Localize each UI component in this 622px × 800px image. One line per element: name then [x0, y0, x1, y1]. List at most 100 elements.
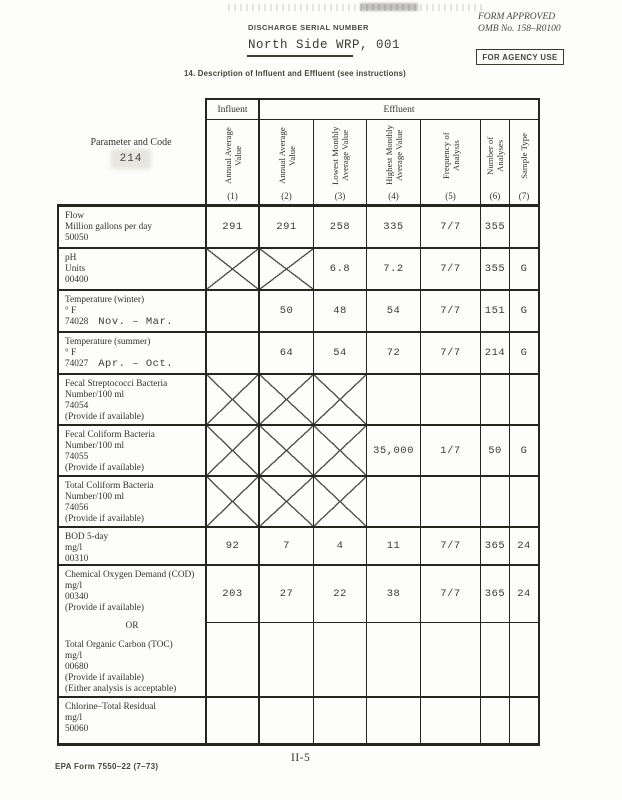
value-cell: G [510, 426, 540, 477]
value-cell: 6.8 [314, 249, 367, 291]
column-header-4: Highest Monthly Average Value (4) [367, 120, 421, 207]
rotated-label-wrap: Sample Type [519, 120, 529, 191]
param-name: Total Organic Carbon (TOC) [65, 640, 173, 650]
value-cell [421, 375, 481, 426]
value-cell [207, 623, 260, 698]
value-cell: 35,000 [367, 426, 421, 477]
param-code: 74055 [65, 452, 89, 462]
rotated-label-wrap: Annual Average Value [277, 120, 297, 191]
crossed-out-cell [260, 426, 314, 477]
value-cell [314, 698, 367, 746]
column-header-label: Number of Analyses [485, 136, 505, 175]
form-approved-note: FORM APPROVED OMB No. 158–R0100 [478, 12, 561, 35]
column-header-label: Annual Average Value [276, 127, 297, 184]
value-cell: 258 [314, 207, 367, 249]
section-title: 14. Description of Influent and Effluent… [184, 69, 406, 78]
crossed-out-cell [260, 249, 314, 291]
param-name: pH [65, 253, 77, 263]
param-cell-total-coliform: Total Coliform Bacteria Number/100 ml 74… [57, 477, 207, 528]
crossed-out-cell [207, 375, 260, 426]
value-cell: 7/7 [421, 291, 481, 333]
value-cell [510, 623, 540, 698]
param-cell-temp-summer: Temperature (summer) ° F 74027 Apr. – Oc… [57, 333, 207, 375]
value-cell: 291 [260, 207, 314, 249]
value-cell [421, 623, 481, 698]
param-name: Chemical Oxygen Demand (COD) [65, 570, 195, 580]
rotated-label-wrap: Annual Average Value [223, 120, 243, 191]
value-cell: G [510, 333, 540, 375]
column-header-label: Annual Average Value [222, 127, 243, 184]
column-header-6: Number of Analyses (6) [481, 120, 510, 207]
column-header-5: Frequency of Analysis (5) [421, 120, 481, 207]
value-cell: 355 [481, 249, 510, 291]
value-cell: 7/7 [421, 207, 481, 249]
crossed-out-cell [207, 249, 260, 291]
discharge-serial-label: DISCHARGE SERIAL NUMBER [248, 23, 369, 32]
crossed-out-cell [314, 426, 367, 477]
value-cell [510, 698, 540, 746]
column-header-7: Sample Type (7) [510, 120, 540, 207]
value-cell [207, 333, 260, 375]
rotated-label-wrap: Frequency of Analysis [441, 120, 461, 191]
param-note: (Either analysis is acceptable) [65, 684, 177, 694]
param-code: 50060 [65, 724, 89, 734]
param-cell-fecal-coliform: Fecal Coliform Bacteria Number/100 ml 74… [57, 426, 207, 477]
value-cell [481, 623, 510, 698]
value-cell [510, 207, 540, 249]
underline [247, 55, 353, 57]
value-cell: 38 [367, 566, 421, 623]
typed-annotation: Apr. – Oct. [98, 358, 174, 370]
value-cell: 7/7 [421, 528, 481, 566]
value-cell: 335 [367, 207, 421, 249]
influent-group-header: Influent [207, 98, 260, 120]
value-cell: 54 [314, 333, 367, 375]
value-cell [421, 477, 481, 528]
value-cell: 92 [207, 528, 260, 566]
value-cell [367, 375, 421, 426]
rotated-label-wrap: Lowest Monthly Average Value [330, 120, 350, 191]
param-code: 74027 [65, 359, 89, 369]
rotated-label-wrap: Highest Monthly Average Value [384, 120, 404, 191]
param-code: 00310 [65, 554, 89, 564]
value-cell: 355 [481, 207, 510, 249]
value-cell: 22 [314, 566, 367, 623]
param-unit: Million gallons per day [65, 222, 153, 232]
param-name: Temperature (winter) [65, 295, 145, 305]
param-unit: Number/100 ml [65, 441, 125, 451]
scan-artifact [228, 4, 483, 11]
for-agency-use-box: FOR AGENCY USE [476, 49, 564, 65]
column-number: (2) [281, 191, 292, 201]
value-cell [207, 291, 260, 333]
value-cell: 24 [510, 566, 540, 623]
column-number: (7) [518, 191, 530, 201]
value-cell: 7.2 [367, 249, 421, 291]
value-cell: G [510, 249, 540, 291]
param-cell-bod: BOD 5-day mg/l 00310 [57, 528, 207, 566]
column-number: (3) [334, 191, 346, 201]
value-cell: 203 [207, 566, 260, 623]
value-cell [481, 375, 510, 426]
param-name: Total Coliform Bacteria [65, 481, 154, 491]
influent-effluent-table: Parameter and Code 214 Influent Effluent… [57, 98, 540, 746]
column-header-2: Annual Average Value (2) [260, 120, 314, 207]
form-approved-line: FORM APPROVED [478, 12, 556, 22]
value-cell [367, 477, 421, 528]
value-cell: 50 [260, 291, 314, 333]
crossed-out-cell [207, 477, 260, 528]
param-header-label: Parameter and Code [90, 136, 172, 148]
param-code: 74056 [65, 503, 89, 513]
form-number: EPA Form 7550–22 (7–73) [55, 762, 159, 771]
param-code: 00340 [65, 592, 89, 602]
value-cell [481, 477, 510, 528]
crossed-out-cell [260, 477, 314, 528]
column-header-label: Frequency of Analysis [440, 132, 461, 179]
value-cell [260, 623, 314, 698]
value-cell: 72 [367, 333, 421, 375]
value-cell [367, 623, 421, 698]
param-cell-cod-toc: Chemical Oxygen Demand (COD) mg/l 00340 … [57, 566, 207, 698]
param-note: (Provide if available) [65, 514, 144, 524]
crossed-out-cell [314, 477, 367, 528]
param-code: 74054 [65, 401, 89, 411]
effluent-group-header: Effluent [260, 98, 540, 120]
